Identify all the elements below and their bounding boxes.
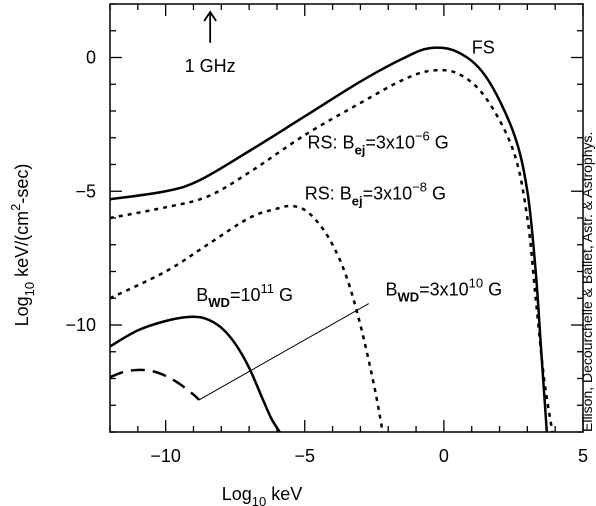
series-line-fs — [110, 46, 549, 432]
annotation-fs: FS — [472, 37, 495, 57]
leader-line — [198, 303, 370, 401]
series-line-rs-bej-3x10-8-g — [110, 204, 384, 432]
ghz-label: 1 GHz — [185, 56, 236, 76]
series-line-bwd-10-11-g — [110, 315, 281, 432]
x-tick-label: 0 — [439, 446, 449, 466]
series-line-rs-bej-3x10-6-g — [110, 68, 554, 432]
x-tick-label: −5 — [294, 446, 315, 466]
x-tick-label: −10 — [150, 446, 181, 466]
series-line-bwd-3x10-10-g — [110, 368, 200, 401]
y-tick-label: 0 — [86, 48, 96, 68]
plot-frame-rect — [109, 3, 584, 433]
annotations: FS RS: Bej=3x10−6 G RS: Bej=3x10−8 G BWD=10… — [185, 10, 502, 310]
plot-frame — [109, 3, 584, 433]
series-group — [110, 46, 554, 432]
annotation-bwd10: BWD=3x1010 G — [385, 276, 502, 305]
y-tick-label: −5 — [75, 181, 96, 201]
annotation-rs6: RS: Bej=3x10−6 G — [308, 128, 449, 157]
x-axis-label: Log10 keV — [222, 484, 303, 506]
tick-labels: −10 −5 0 5 −10 −5 0 — [65, 48, 588, 467]
y-axis-label: Log10 keV/(cm2-sec) — [8, 164, 37, 327]
annotation-rs8: RS: Bej=3x10−8 G — [305, 179, 446, 208]
annotation-bwd11: BWD=1011 G — [196, 281, 293, 310]
credit-text: Ellison, Decourchelle & Ballet, Astr. & … — [579, 132, 595, 432]
ticks — [109, 3, 584, 433]
y-tick-label: −10 — [65, 315, 96, 335]
x-tick-label: 5 — [578, 446, 588, 466]
ghz-arrow-head — [203, 10, 217, 22]
